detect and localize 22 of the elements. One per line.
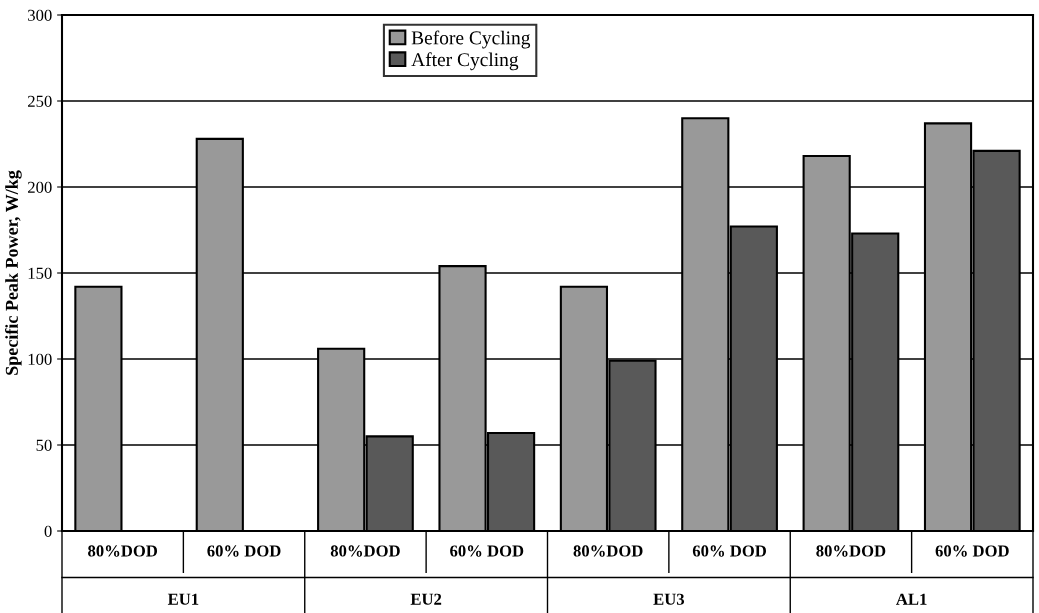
text: EU2 bbox=[410, 593, 442, 605]
y-tick-label: 50 bbox=[36, 439, 52, 451]
text: AL1 bbox=[896, 593, 927, 605]
legend-label: Before Cycling bbox=[411, 30, 531, 49]
y-tick-label: 0 bbox=[44, 525, 52, 537]
x-tick-label: 80%DOD bbox=[330, 545, 400, 557]
x-tick-label: 80%DOD bbox=[573, 545, 643, 557]
y-tick-label: 250 bbox=[28, 95, 52, 107]
x-tick-label: 80%DOD bbox=[816, 545, 886, 557]
x-tick-label: 60% DOD bbox=[692, 545, 767, 557]
y-tick-label: 300 bbox=[28, 9, 52, 21]
x-tick-label: 60% DOD bbox=[207, 545, 281, 557]
x-tick-label: 60% DOD bbox=[450, 545, 524, 557]
y-axis-title: Specific Peak Power, W/kg bbox=[5, 170, 22, 375]
text: EU3 bbox=[653, 593, 685, 605]
x-tick-label: 60% DOD bbox=[935, 545, 1009, 557]
x-tick-label: 80%DOD bbox=[88, 545, 158, 557]
legend-label: After Cycling bbox=[411, 52, 519, 71]
text: EU1 bbox=[167, 593, 199, 605]
y-tick-label: 100 bbox=[28, 353, 52, 365]
y-tick-label: 150 bbox=[28, 267, 52, 279]
y-tick-label: 200 bbox=[28, 181, 52, 193]
